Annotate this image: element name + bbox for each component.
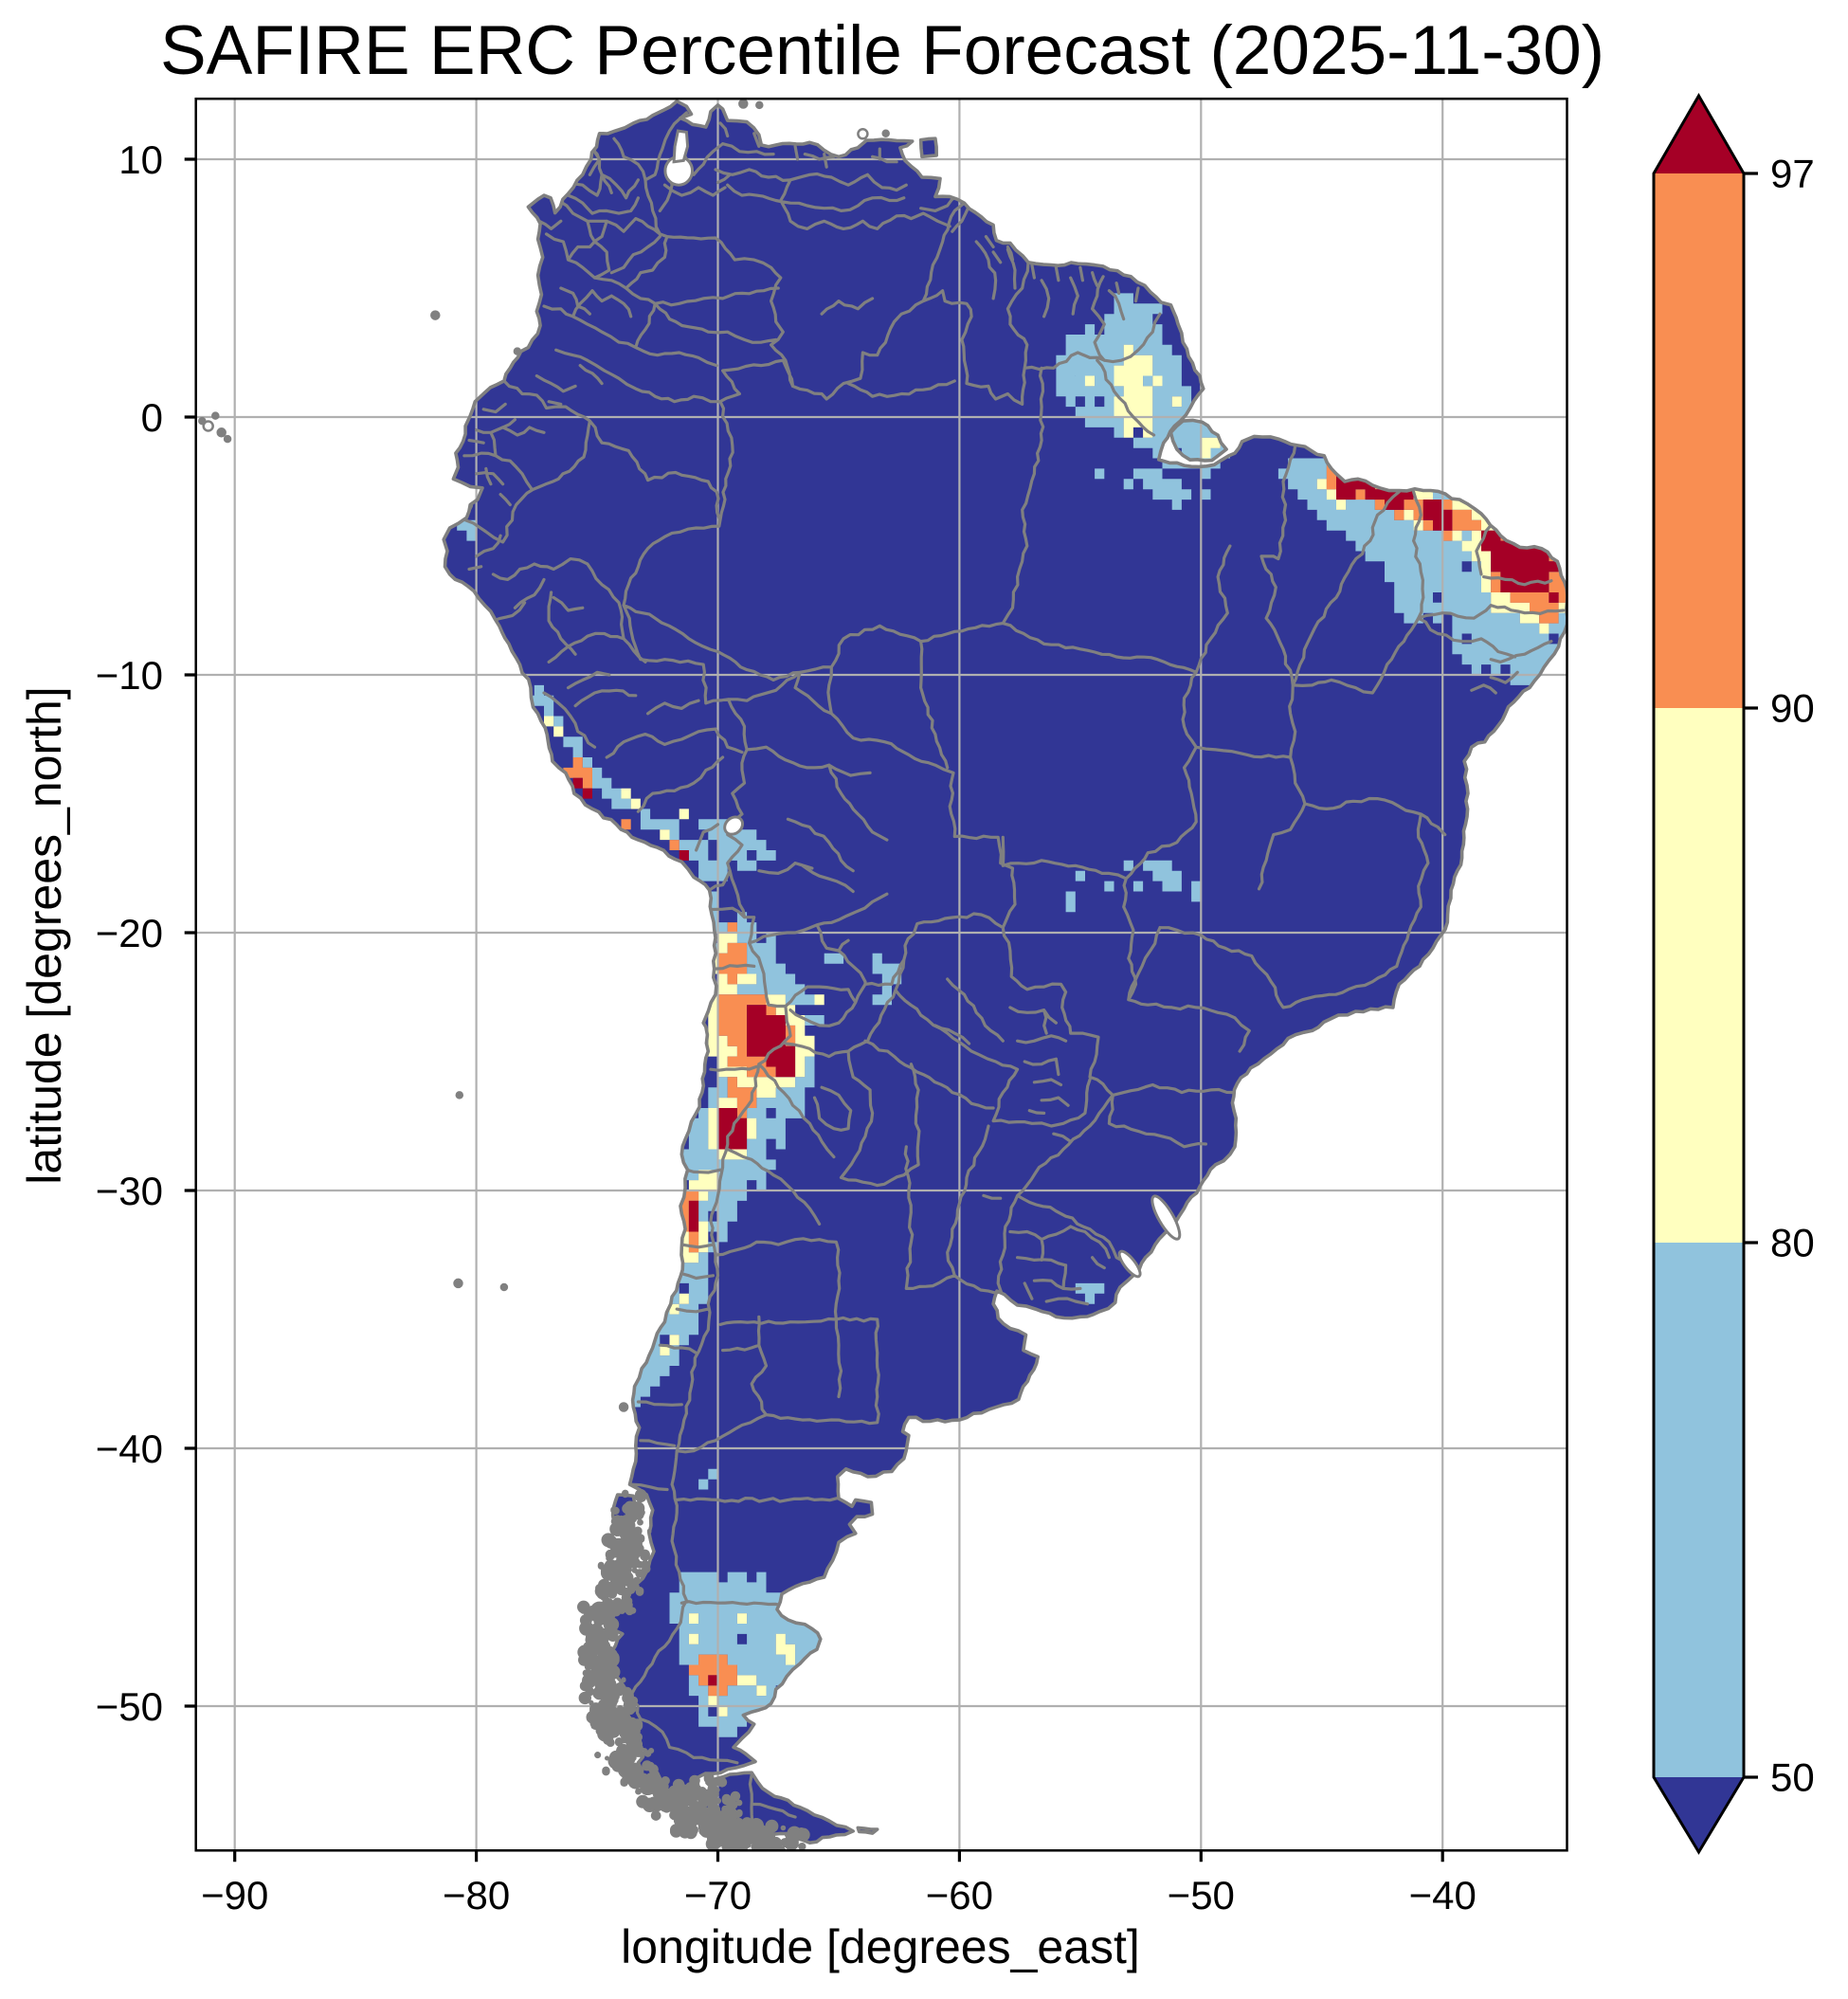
svg-text:−10: −10 (96, 653, 163, 698)
svg-text:longitude [degrees_east]: longitude [degrees_east] (621, 1920, 1140, 1973)
svg-text:−40: −40 (96, 1427, 163, 1471)
svg-text:0: 0 (141, 395, 163, 440)
svg-text:10: 10 (118, 137, 163, 182)
svg-text:−80: −80 (443, 1873, 510, 1917)
svg-text:90: 90 (1770, 686, 1815, 731)
svg-text:−40: −40 (1409, 1873, 1477, 1917)
svg-text:−70: −70 (684, 1873, 752, 1917)
svg-text:50: 50 (1770, 1755, 1815, 1800)
svg-text:97: 97 (1770, 152, 1815, 196)
svg-text:80: 80 (1770, 1221, 1815, 1265)
svg-text:SAFIRE ERC Percentile Forecast: SAFIRE ERC Percentile Forecast (2025-11-… (160, 12, 1604, 89)
svg-text:−20: −20 (96, 911, 163, 955)
svg-text:−50: −50 (1168, 1873, 1235, 1917)
svg-text:−50: −50 (96, 1684, 163, 1729)
svg-text:latitude [degrees_north]: latitude [degrees_north] (18, 686, 71, 1184)
svg-text:−30: −30 (96, 1169, 163, 1213)
svg-text:−90: −90 (201, 1873, 268, 1917)
svg-text:−60: −60 (926, 1873, 993, 1917)
